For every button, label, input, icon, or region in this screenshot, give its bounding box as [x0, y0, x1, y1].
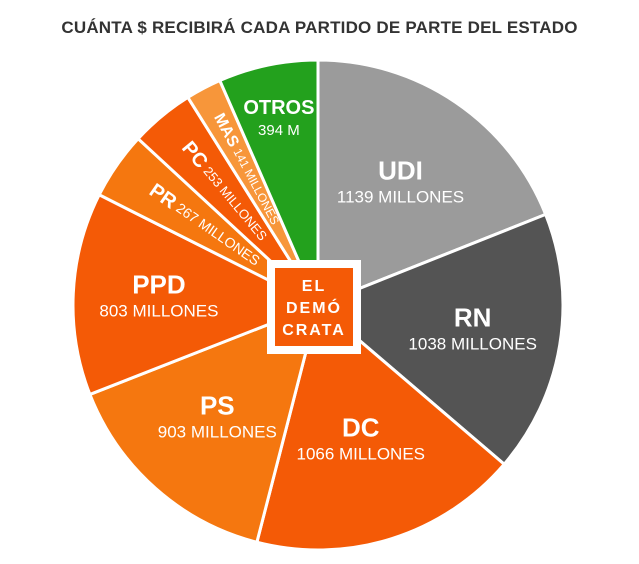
- slice-label-udi: UDI 1139 MILLONES: [337, 155, 464, 206]
- slice-name-udi: UDI: [378, 155, 423, 185]
- slice-label-ps: PS 903 MILLONES: [158, 391, 277, 442]
- pie-slice-dc: [255, 302, 507, 552]
- slice-name-ppd: PPD: [132, 270, 185, 300]
- logo-line-1: EL: [302, 278, 326, 295]
- slice-label-otros: OTROS 394 M: [243, 97, 314, 139]
- slice-label-dc: DC 1066 MILLONES: [296, 413, 425, 464]
- el-democrata-logo: EL DEMÓ CRATA: [267, 260, 361, 354]
- slice-label-rn: RN 1038 MILLONES: [408, 303, 537, 354]
- slice-value-dc: 1066 MILLONES: [296, 445, 425, 464]
- pie-slice-udi: [316, 58, 548, 308]
- logo-fill: [275, 268, 353, 346]
- slice-value-ps: 903 MILLONES: [158, 423, 277, 442]
- slice-label-ppd: PPD 803 MILLONES: [99, 270, 218, 321]
- slice-value-udi: 1139 MILLONES: [337, 187, 464, 206]
- logo-line-2: DEMÓ: [286, 298, 342, 317]
- pie-slice-ppd: [71, 192, 322, 397]
- slice-name-dc: DC: [342, 413, 380, 443]
- logo-box: [267, 260, 361, 354]
- slice-name-otros: OTROS: [243, 97, 314, 119]
- pie-slice-ps: [87, 302, 321, 545]
- chart-title: CUÁNTA $ RECIBIRÁ CADA PARTIDO DE PARTE …: [61, 18, 578, 37]
- slice-name-rn: RN: [454, 303, 492, 333]
- slice-value-otros: 394 M: [258, 122, 300, 139]
- slice-value-rn: 1038 MILLONES: [408, 335, 537, 354]
- pie-slice-otros: [217, 58, 320, 306]
- slice-value-ppd: 803 MILLONES: [99, 302, 218, 321]
- pie-slice-rn: [315, 212, 565, 467]
- slice-name-ps: PS: [200, 391, 235, 421]
- logo-line-3: CRATA: [282, 322, 346, 339]
